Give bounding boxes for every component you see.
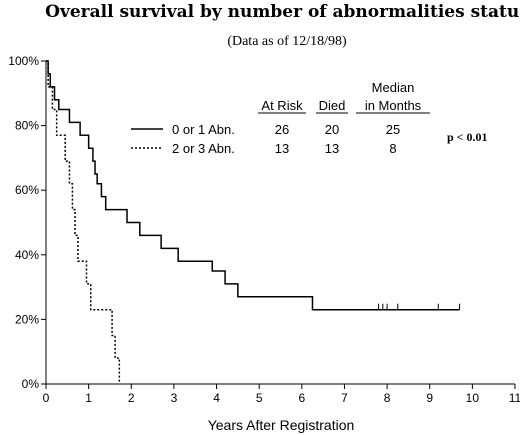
p-value: p < 0.01 bbox=[447, 130, 488, 144]
axes: 0 1 2 3 4 5 6 7 8 9 10 11 0% 20% 40% 60% 80% 100% bbox=[8, 54, 520, 405]
x-tick-label: 5 bbox=[256, 391, 263, 405]
row2-at-risk: 13 bbox=[275, 141, 289, 156]
legend-label-2-3: 2 or 3 Abn. bbox=[172, 141, 235, 156]
row2-median: 8 bbox=[389, 141, 396, 156]
x-axis-label: Years After Registration bbox=[208, 417, 355, 433]
x-tick-label: 10 bbox=[466, 391, 480, 405]
row2-died: 13 bbox=[325, 141, 339, 156]
x-tick-label: 0 bbox=[43, 391, 50, 405]
row1-died: 20 bbox=[325, 122, 339, 137]
y-tick-label: 0% bbox=[22, 377, 40, 391]
x-tick-label: 6 bbox=[298, 391, 305, 405]
y-tick-label: 80% bbox=[15, 119, 39, 133]
x-tick-label: 11 bbox=[509, 391, 520, 405]
x-tick-label: 7 bbox=[341, 391, 348, 405]
x-tick-label: 1 bbox=[85, 391, 92, 405]
header-median-line2: in Months bbox=[365, 98, 422, 113]
header-died: Died bbox=[319, 98, 346, 113]
x-tick-label: 3 bbox=[171, 391, 178, 405]
legend-label-0-1: 0 or 1 Abn. bbox=[172, 122, 235, 137]
legend-table: Median At Risk Died in Months 0 or 1 Abn… bbox=[131, 80, 488, 156]
series-line-2 bbox=[46, 60, 121, 384]
x-tick-label: 2 bbox=[128, 391, 135, 405]
x-tick-label: 4 bbox=[213, 391, 220, 405]
chart-title: Overall survival by number of abnormalit… bbox=[45, 2, 520, 22]
row1-at-risk: 26 bbox=[275, 122, 289, 137]
header-at-risk: At Risk bbox=[261, 98, 303, 113]
chart-subtitle: (Data as of 12/18/98) bbox=[227, 34, 347, 49]
series-layer bbox=[46, 60, 461, 384]
y-tick-label: 40% bbox=[15, 248, 39, 262]
x-tick-label: 9 bbox=[426, 391, 433, 405]
row1-median: 25 bbox=[386, 122, 400, 137]
series-line-1 bbox=[46, 60, 460, 311]
y-tick-label: 100% bbox=[8, 54, 39, 68]
y-tick-label: 20% bbox=[15, 312, 39, 326]
x-tick-label: 8 bbox=[384, 391, 391, 405]
y-tick-label: 60% bbox=[15, 183, 39, 197]
header-median-line1: Median bbox=[372, 80, 415, 95]
